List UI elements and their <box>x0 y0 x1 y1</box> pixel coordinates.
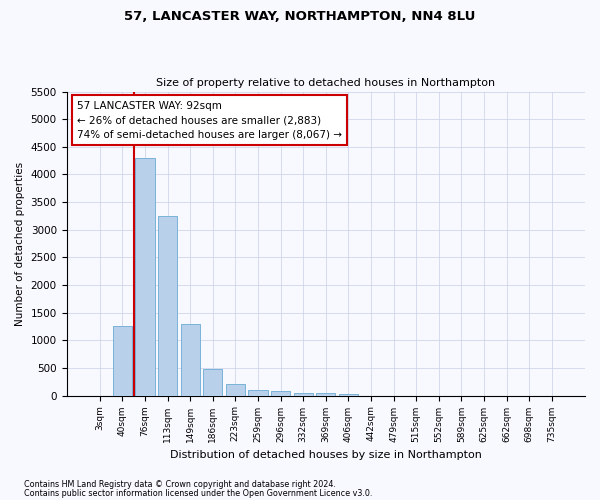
Bar <box>181 324 200 396</box>
Bar <box>158 216 177 396</box>
Text: Contains public sector information licensed under the Open Government Licence v3: Contains public sector information licen… <box>24 488 373 498</box>
Text: Contains HM Land Registry data © Crown copyright and database right 2024.: Contains HM Land Registry data © Crown c… <box>24 480 336 489</box>
Bar <box>113 326 132 396</box>
X-axis label: Distribution of detached houses by size in Northampton: Distribution of detached houses by size … <box>170 450 482 460</box>
Bar <box>203 369 223 396</box>
Text: 57 LANCASTER WAY: 92sqm
← 26% of detached houses are smaller (2,883)
74% of semi: 57 LANCASTER WAY: 92sqm ← 26% of detache… <box>77 100 342 140</box>
Text: 57, LANCASTER WAY, NORTHAMPTON, NN4 8LU: 57, LANCASTER WAY, NORTHAMPTON, NN4 8LU <box>124 10 476 23</box>
Bar <box>293 392 313 396</box>
Bar <box>271 391 290 396</box>
Bar <box>339 394 358 396</box>
Bar <box>316 392 335 396</box>
Title: Size of property relative to detached houses in Northampton: Size of property relative to detached ho… <box>156 78 496 88</box>
Bar <box>136 158 155 396</box>
Bar <box>248 390 268 396</box>
Y-axis label: Number of detached properties: Number of detached properties <box>15 162 25 326</box>
Bar <box>226 384 245 396</box>
